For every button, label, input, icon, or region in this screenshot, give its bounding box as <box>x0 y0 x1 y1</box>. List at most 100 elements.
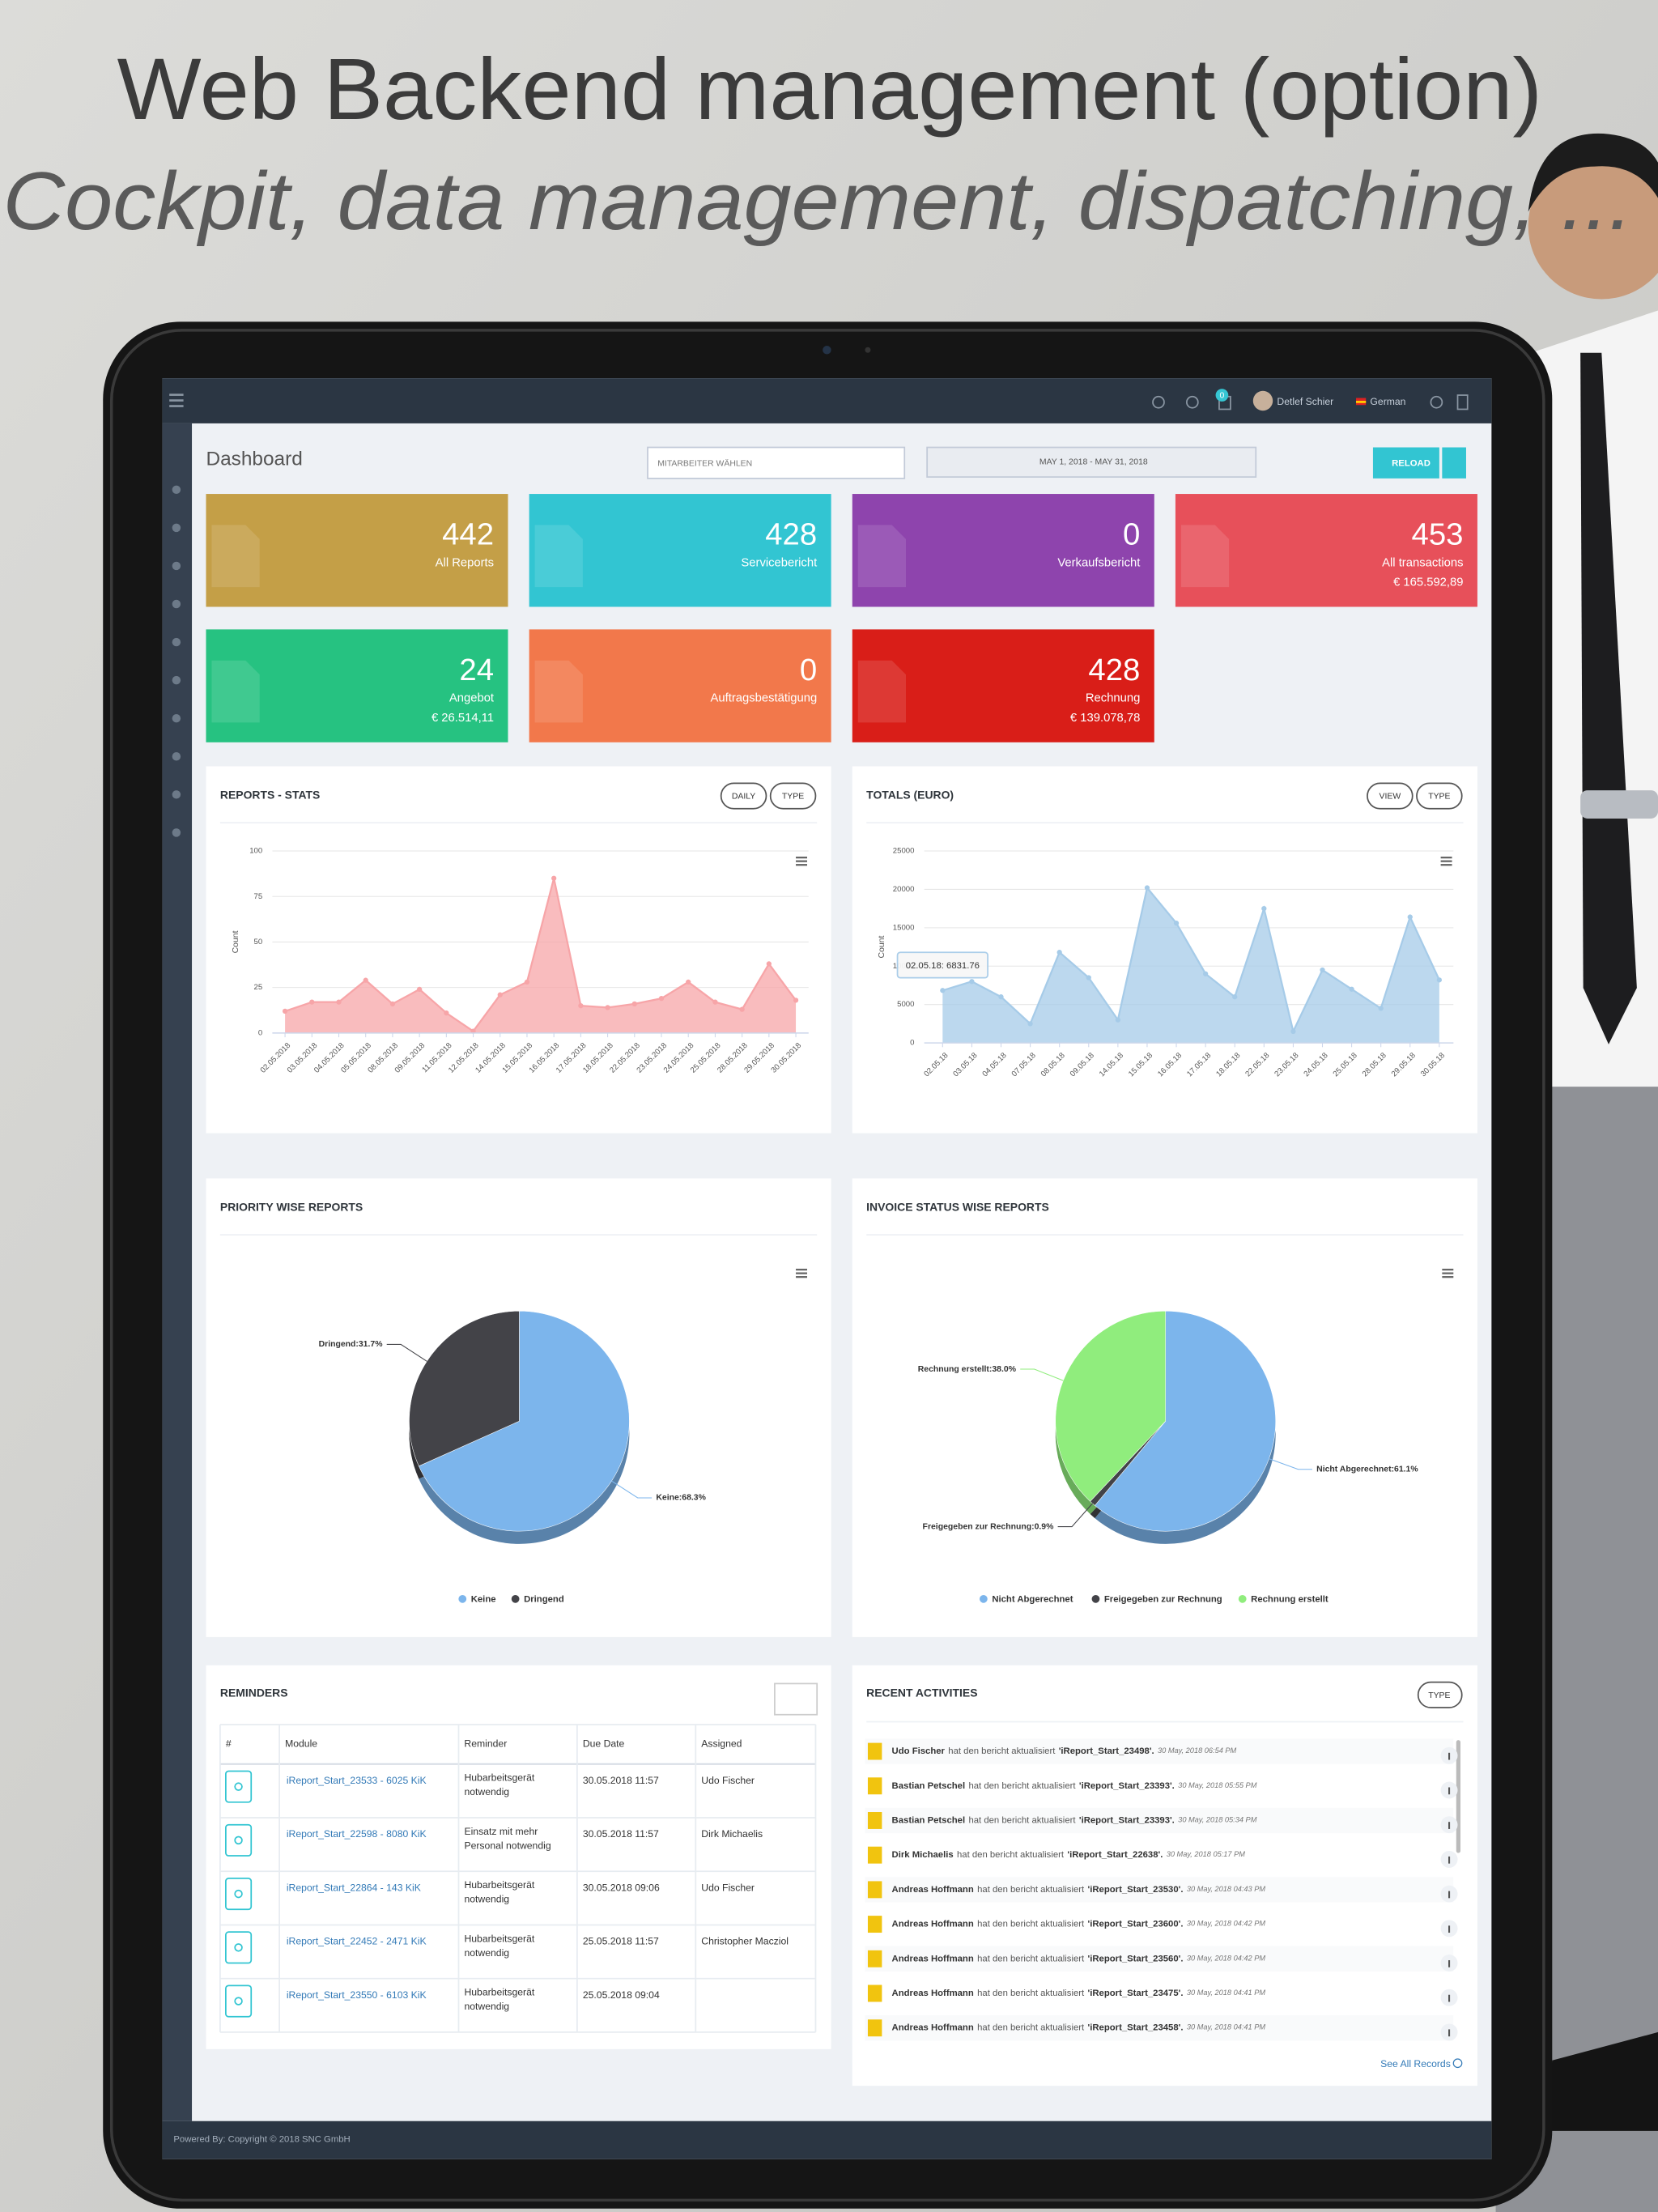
view-toggle[interactable] <box>774 1682 818 1716</box>
point <box>1378 1006 1384 1011</box>
chart-button[interactable] <box>720 782 767 810</box>
row-action[interactable] <box>225 1770 253 1803</box>
activity-report[interactable]: 'iReport_Start_23458'. <box>1088 2023 1184 2033</box>
activity-user[interactable]: Bastian Petschel <box>892 1815 966 1825</box>
reload-button[interactable] <box>1372 447 1439 479</box>
type-button-label[interactable]: TYPE <box>1428 1691 1450 1700</box>
info-glyph[interactable] <box>1448 1994 1451 2002</box>
activity-row <box>865 1773 1454 1799</box>
chart-menu[interactable] <box>796 860 807 862</box>
info-glyph[interactable] <box>1448 1856 1451 1864</box>
activity-report[interactable]: 'iReport_Start_23560'. <box>1088 1954 1184 1963</box>
chart-button-label[interactable]: TYPE <box>782 793 804 802</box>
chart-button-label[interactable]: VIEW <box>1380 793 1401 802</box>
activity-user[interactable]: Andreas Hoffmann <box>892 1885 974 1895</box>
chart-button[interactable] <box>1367 782 1414 810</box>
legend-label[interactable]: Rechnung erstellt <box>1251 1595 1329 1605</box>
employee-select[interactable] <box>647 446 906 479</box>
row-action[interactable] <box>225 1984 253 2018</box>
info-glyph[interactable] <box>1448 1822 1451 1829</box>
legend-label[interactable]: Dringend <box>524 1595 564 1605</box>
chart-button-label[interactable]: TYPE <box>1428 793 1450 802</box>
chart-button[interactable] <box>1416 782 1463 810</box>
row-action-icon[interactable] <box>234 1782 243 1791</box>
row-action-icon[interactable] <box>234 1889 243 1899</box>
card-value: 0 <box>800 653 817 687</box>
stat-card <box>206 494 508 607</box>
module-link[interactable]: iReport_Start_23533 - 6025 KiK <box>287 1775 427 1786</box>
activity-report[interactable]: 'iReport_Start_22638'. <box>1067 1850 1163 1860</box>
activity-user[interactable]: Andreas Hoffmann <box>892 2023 974 2033</box>
date-range[interactable] <box>926 446 1257 479</box>
chart-menu[interactable] <box>1442 1276 1454 1278</box>
card-value: 0 <box>1123 517 1140 551</box>
column-header: Due Date <box>583 1738 625 1750</box>
module-link[interactable]: iReport_Start_22864 - 143 KiK <box>287 1882 421 1893</box>
employee-select-text[interactable]: MITARBEITER WÄHLEN <box>657 458 752 468</box>
type-button[interactable] <box>1417 1681 1463 1708</box>
row-action[interactable] <box>225 1823 253 1857</box>
chart-menu[interactable] <box>1440 864 1452 866</box>
toolbar-menu[interactable] <box>1442 447 1466 479</box>
chart-menu[interactable] <box>1440 857 1452 859</box>
activity-report[interactable]: 'iReport_Start_23530'. <box>1088 1885 1184 1895</box>
legend-marker[interactable] <box>979 1594 988 1603</box>
chart-menu[interactable] <box>796 1272 807 1274</box>
module-link[interactable]: iReport_Start_23550 - 6103 KiK <box>287 1989 427 2001</box>
activity-row <box>865 1842 1454 1868</box>
module-link[interactable]: iReport_Start_22598 - 8080 KiK <box>287 1828 427 1840</box>
row-action[interactable] <box>225 1931 253 1964</box>
chart-button[interactable] <box>769 782 817 810</box>
date-range-text[interactable]: MAY 1, 2018 - MAY 31, 2018 <box>1039 458 1148 467</box>
info-glyph[interactable] <box>1448 2029 1451 2037</box>
chart-menu[interactable] <box>1442 1272 1454 1274</box>
see-all-icon[interactable] <box>1452 2058 1463 2069</box>
row-action-icon[interactable] <box>234 1836 243 1845</box>
card-label: All transactions <box>1382 556 1463 569</box>
chart-menu[interactable] <box>1442 1268 1454 1271</box>
chart-menu[interactable] <box>796 1268 807 1271</box>
activity-icon <box>867 1881 882 1899</box>
info-glyph[interactable] <box>1448 1752 1451 1760</box>
chart-menu[interactable] <box>796 1276 807 1278</box>
see-all-link[interactable]: See All Records <box>1380 2058 1451 2069</box>
activity-user[interactable]: Dirk Michaelis <box>892 1850 954 1860</box>
activity-user[interactable]: Bastian Petschel <box>892 1781 966 1791</box>
activity-user[interactable]: Andreas Hoffmann <box>892 1989 974 1998</box>
legend-marker[interactable] <box>1238 1594 1247 1603</box>
row-action-icon[interactable] <box>234 1943 243 1952</box>
activity-user[interactable]: Andreas Hoffmann <box>892 1920 974 1929</box>
user-name[interactable]: Detlef Schier <box>1277 396 1333 407</box>
activity-report[interactable]: 'iReport_Start_23498'. <box>1059 1746 1154 1756</box>
activity-report[interactable]: 'iReport_Start_23393'. <box>1079 1781 1175 1791</box>
row-action[interactable] <box>225 1878 253 1911</box>
activity-time: 30 May, 2018 06:54 PM <box>1158 1747 1237 1755</box>
activity-report[interactable]: 'iReport_Start_23393'. <box>1079 1815 1175 1825</box>
activity-user[interactable]: Andreas Hoffmann <box>892 1954 974 1963</box>
legend-label[interactable]: Keine <box>471 1595 496 1605</box>
activity-report[interactable]: 'iReport_Start_23600'. <box>1088 1920 1184 1929</box>
reload-label[interactable]: RELOAD <box>1392 459 1431 469</box>
chart-menu[interactable] <box>796 864 807 866</box>
module-link[interactable]: iReport_Start_22452 - 2471 KiK <box>287 1936 427 1947</box>
language[interactable]: German <box>1370 396 1405 407</box>
legend-marker[interactable] <box>458 1594 467 1603</box>
info-glyph[interactable] <box>1448 1787 1451 1795</box>
chart-menu[interactable] <box>1440 860 1452 862</box>
chart-menu[interactable] <box>796 857 807 859</box>
row-action-icon[interactable] <box>234 1997 243 2006</box>
point <box>658 996 665 1002</box>
legend-marker[interactable] <box>511 1594 520 1603</box>
legend-label[interactable]: Nicht Abgerechnet <box>992 1595 1073 1605</box>
sidebar <box>162 423 193 2121</box>
info-glyph[interactable] <box>1448 1891 1451 1899</box>
legend-marker[interactable] <box>1091 1594 1100 1603</box>
info-glyph[interactable] <box>1448 1925 1451 1933</box>
chart-button-label[interactable]: DAILY <box>732 793 755 802</box>
activity-time: 30 May, 2018 04:42 PM <box>1187 1955 1266 1963</box>
info-glyph[interactable] <box>1448 1960 1451 1967</box>
activity-report[interactable]: 'iReport_Start_23475'. <box>1088 1989 1184 1998</box>
activity-user[interactable]: Udo Fischer <box>892 1746 946 1756</box>
legend-label[interactable]: Freigegeben zur Rechnung <box>1104 1595 1222 1605</box>
activity-action: hat den bericht aktualisiert <box>968 1815 1076 1825</box>
